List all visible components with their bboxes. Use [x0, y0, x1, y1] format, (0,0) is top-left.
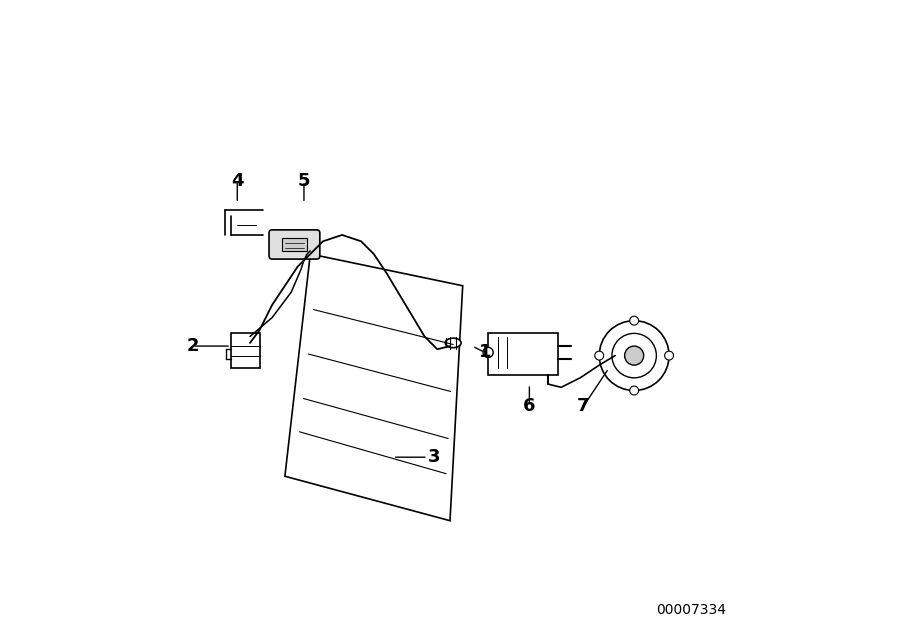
Circle shape — [625, 346, 643, 365]
Bar — [488, 333, 558, 375]
Circle shape — [595, 351, 604, 360]
Text: 7: 7 — [577, 398, 590, 415]
FancyBboxPatch shape — [269, 230, 319, 259]
Circle shape — [664, 351, 673, 360]
Text: 00007334: 00007334 — [656, 603, 726, 617]
Text: 6: 6 — [523, 398, 536, 415]
Circle shape — [630, 386, 639, 395]
Bar — [282, 238, 307, 251]
Bar — [231, 333, 259, 368]
Circle shape — [599, 321, 669, 391]
Ellipse shape — [446, 338, 461, 347]
Circle shape — [630, 316, 639, 325]
Text: 1: 1 — [479, 344, 491, 361]
Text: 2: 2 — [186, 337, 199, 355]
Circle shape — [483, 347, 493, 358]
Text: 4: 4 — [231, 172, 244, 190]
Text: 3: 3 — [428, 448, 440, 466]
Text: 5: 5 — [298, 172, 310, 190]
Circle shape — [612, 333, 656, 378]
